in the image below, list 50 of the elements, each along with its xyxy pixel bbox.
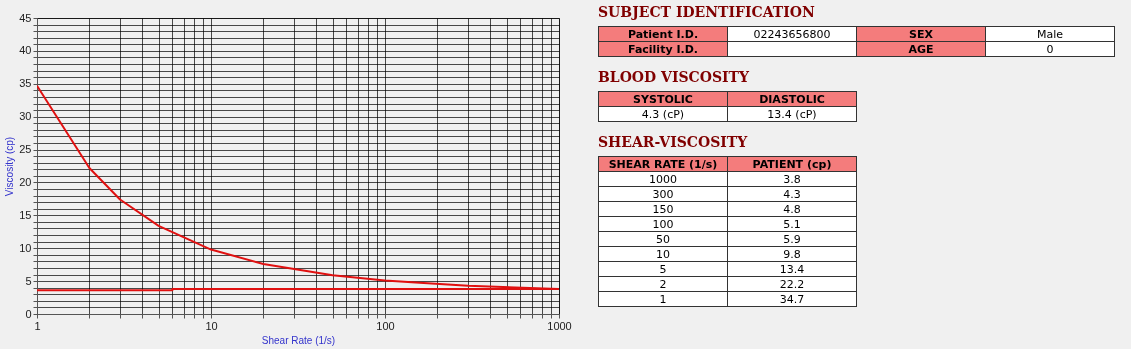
text: 150	[598, 201, 728, 217]
text: 10	[598, 246, 728, 262]
text: Male	[985, 26, 1115, 42]
text: 300	[598, 186, 728, 202]
text: PATIENT (cp)	[727, 156, 857, 172]
text: 2	[598, 276, 728, 292]
text: 02243656800	[727, 26, 857, 42]
text: 5	[598, 261, 728, 277]
text: SHEAR RATE (1/s)	[598, 156, 728, 172]
text: 0	[985, 41, 1115, 57]
x-tick-label: 10	[205, 319, 218, 332]
y-tick-label: 35	[19, 77, 32, 90]
text: SUBJECT IDENTIFICATION	[598, 4, 816, 20]
text: DIASTOLIC	[727, 91, 857, 107]
x-tick-label: 100	[376, 319, 395, 332]
text: 34.7	[727, 291, 857, 307]
text: SEX	[856, 26, 986, 42]
text: Patient I.D.	[598, 26, 728, 42]
text: 4.3 (cP)	[598, 106, 728, 122]
y-tick-label: 5	[25, 274, 32, 287]
text: 9.8	[727, 246, 857, 262]
text: 1	[598, 291, 728, 307]
y-tick-label: 25	[19, 143, 32, 156]
text: 22.2	[727, 276, 857, 292]
y-tick-label: 15	[19, 208, 32, 221]
y-tick-label: 20	[19, 175, 32, 188]
y-tick-label: 45	[19, 11, 32, 24]
text: 4.8	[727, 201, 857, 217]
y-tick-label: 30	[19, 110, 32, 123]
text: 100	[598, 216, 728, 232]
text: SYSTOLIC	[598, 91, 728, 107]
x-tick-label: 1	[34, 319, 41, 332]
y-tick-label: 0	[25, 307, 32, 320]
text: Facility I.D.	[598, 41, 728, 57]
x-tick-label: 1000	[547, 319, 572, 332]
text: SHEAR-VISCOSITY	[598, 134, 749, 150]
text: 1000	[598, 171, 728, 187]
text: 13.4	[727, 261, 857, 277]
text: 5.9	[727, 231, 857, 247]
text: 50	[598, 231, 728, 247]
y-tick-label: 10	[19, 241, 32, 254]
x-axis-title: Shear Rate (1/s)	[261, 334, 336, 346]
text: 3.8	[727, 171, 857, 187]
y-axis-title: Viscosity (cp)	[4, 136, 16, 197]
text: BLOOD VISCOSITY	[598, 69, 750, 85]
text: 13.4 (cP)	[727, 106, 857, 122]
text: 4.3	[727, 186, 857, 202]
y-tick-label: 40	[19, 44, 32, 57]
text: AGE	[856, 41, 986, 57]
text: 5.1	[727, 216, 857, 232]
